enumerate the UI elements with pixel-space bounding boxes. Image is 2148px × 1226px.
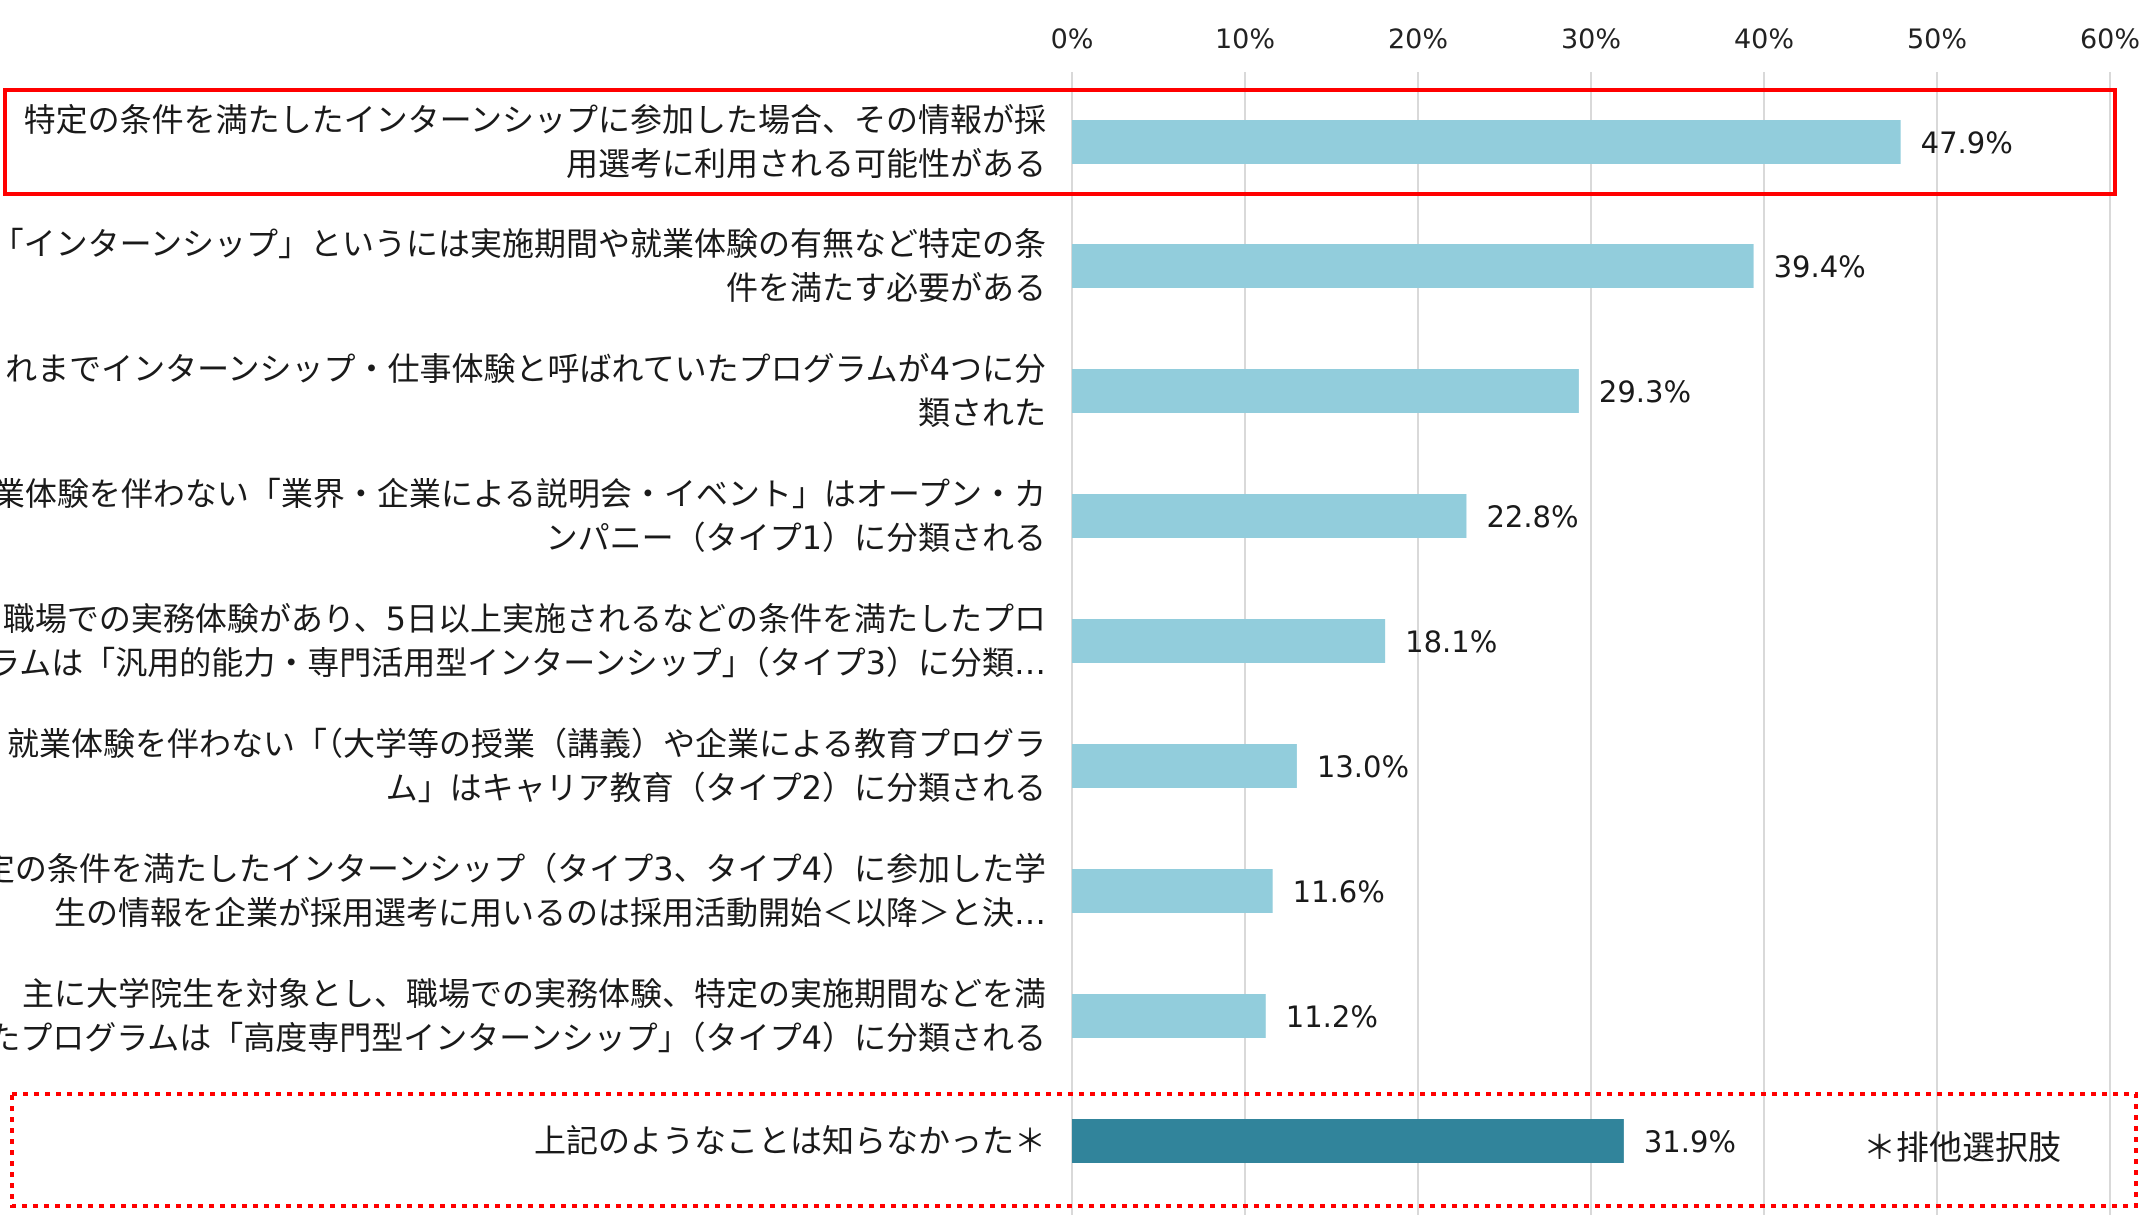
category-label: 「インターンシップ」というには実施期間や就業体験の有無など特定の条件を満たす必要…	[0, 225, 1046, 307]
bar	[1072, 619, 1386, 663]
data-label: 29.3%	[1599, 375, 1691, 409]
highlight-boxes	[3, 88, 2138, 1208]
category-label: これまでインターンシップ・仕事体験と呼ばれていたプログラムが4つに分類された	[0, 350, 1046, 432]
highlight-box-dotted	[10, 1092, 2138, 1208]
data-label: 39.4%	[1774, 250, 1866, 284]
x-tick-label: 30%	[1561, 24, 1621, 55]
data-label: 18.1%	[1405, 625, 1497, 659]
category-label: 職場での実務体験があり、5日以上実施されるなどの条件を満たしたプログラムは「汎用…	[0, 600, 1046, 682]
category-label: 就業体験を伴わない「業界・企業による説明会・イベント」はオープン・カンパニー（タ…	[0, 475, 1046, 557]
x-tick-label: 60%	[2080, 24, 2140, 55]
data-labels: 47.9% 39.4% 29.3% 22.8% 18.1% 13.0% 11.6% 11.2%…	[1286, 126, 2013, 1159]
bar	[1072, 869, 1273, 913]
category-label: 就業体験を伴わない「（大学等の授業（講義）や企業による教育プログラム」はキャリア…	[7, 725, 1046, 807]
bar-exclusive	[1072, 1119, 1624, 1163]
x-tick-label: 20%	[1388, 24, 1448, 55]
x-axis-ticks: 0% 10% 20% 30% 40% 50% 60%	[1051, 24, 2140, 55]
data-label: 31.9%	[1644, 1125, 1736, 1159]
data-label: 11.2%	[1286, 1000, 1378, 1034]
data-label: 22.8%	[1486, 500, 1578, 534]
bar	[1072, 244, 1754, 288]
x-tick-label: 10%	[1215, 24, 1275, 55]
data-label: 47.9%	[1921, 126, 2013, 160]
bar	[1072, 744, 1297, 788]
category-label: 主に大学院生を対象とし、職場での実務体験、特定の実施期間などを満たしたプログラム…	[0, 975, 1046, 1057]
category-label: 特定の条件を満たしたインターンシップ（タイプ3、タイプ4）に参加した学生の情報を…	[0, 850, 1046, 932]
x-tick-label: 50%	[1907, 24, 1967, 55]
bar	[1072, 994, 1266, 1038]
bar	[1072, 120, 1901, 164]
data-label: 11.6%	[1293, 875, 1385, 909]
bar	[1072, 494, 1467, 538]
category-labels: 特定の条件を満たしたインターンシップに参加した場合、その情報が採用選考に利用され…	[0, 101, 1046, 1160]
exclusive-choice-note: ＊排他選択肢	[1863, 1128, 2061, 1167]
bars	[1072, 120, 1901, 1163]
highlight-box-solid	[3, 88, 2117, 196]
x-tick-label: 40%	[1734, 24, 1794, 55]
x-tick-label: 0%	[1051, 24, 1094, 55]
category-label: 特定の条件を満たしたインターンシップに参加した場合、その情報が採用選考に利用され…	[24, 101, 1046, 183]
bar	[1072, 369, 1579, 413]
data-label: 13.0%	[1317, 750, 1409, 784]
category-label: 上記のようなことは知らなかった＊	[534, 1122, 1046, 1160]
